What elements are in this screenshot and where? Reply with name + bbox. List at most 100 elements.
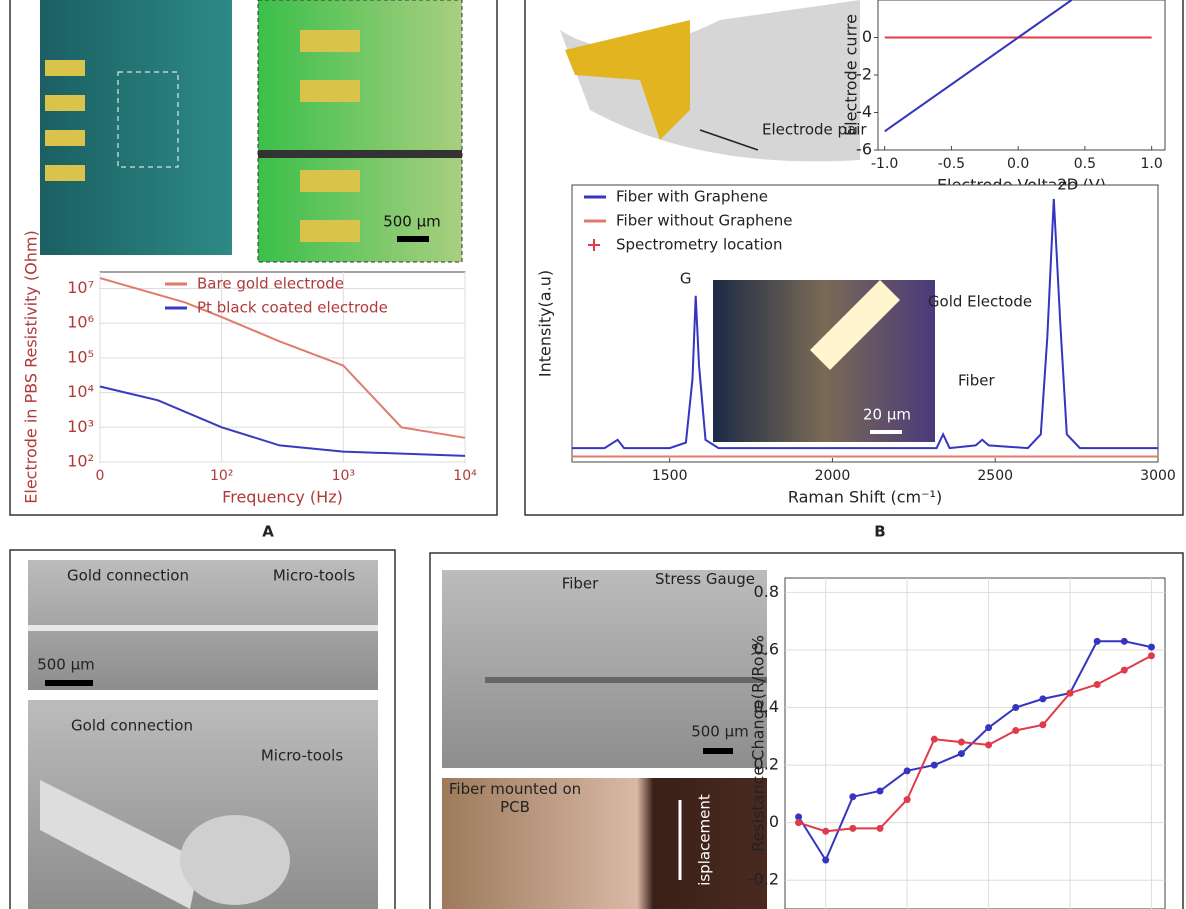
point (1120, 666, 1128, 674)
scale-label: 500 µm (37, 656, 95, 674)
chart: -0.2 0 0.2 0.4 0.6 0.8 Resistance Change(R/Ro)… (748, 577, 1166, 909)
scale-label: 20 µm (863, 406, 911, 424)
point (1093, 680, 1101, 688)
scale-label: 500 µm (383, 213, 441, 231)
fiber-drawing (40, 780, 200, 909)
x-axis-label: Raman Shift (cm⁻¹) (788, 488, 942, 507)
y-tick-label: 0.4 (754, 697, 779, 716)
y-axis-label: Resistance Change(R/Ro)% (749, 635, 768, 852)
y-tick-label: 10⁴ (67, 382, 94, 401)
point (1147, 643, 1155, 651)
y-tick-label: 0.8 (754, 582, 779, 601)
photo (442, 778, 767, 909)
photo (40, 0, 232, 255)
photo (442, 570, 767, 768)
photo-label: Gold connection (71, 717, 193, 735)
y-tick-label: 10⁶ (67, 313, 94, 332)
inset-electrode (810, 280, 900, 370)
panel-frame (9, 0, 498, 516)
x-tick-label: -0.5 (938, 156, 965, 172)
legend-marker (588, 239, 600, 251)
frames (9, 0, 1184, 909)
y-axis-label: Electrode curre (842, 14, 861, 136)
y-tick-label: -4 (856, 102, 872, 121)
point (849, 793, 857, 801)
photo-label: Micro-tools (261, 747, 343, 765)
point (1039, 695, 1047, 703)
annotation: G (680, 270, 692, 288)
panel-label: B (874, 523, 885, 541)
y-tick-label: 10² (67, 452, 94, 471)
point (957, 738, 965, 746)
series-line (798, 654, 1152, 833)
point (876, 824, 884, 832)
pointer (699, 129, 759, 151)
x-tick-label: 3000 (1140, 468, 1176, 484)
point (1012, 704, 1020, 712)
plot-area (99, 271, 466, 463)
y-axis-label: Intensity(a.u) (536, 270, 555, 377)
y-tick-label: -2 (856, 65, 872, 84)
zoom-box (117, 71, 179, 168)
fiber (485, 677, 767, 683)
fiber (258, 150, 462, 158)
point (1120, 637, 1128, 645)
y-tick-label: 10³ (67, 417, 94, 436)
point (930, 735, 938, 743)
electrode-pads (45, 30, 360, 242)
point (1066, 689, 1074, 697)
x-tick-label: 1500 (652, 468, 688, 484)
x-tick-label: 0 (96, 468, 105, 484)
y-tick-label: -6 (856, 140, 872, 159)
point (822, 827, 830, 835)
point (876, 787, 884, 795)
point (795, 819, 803, 827)
x-tick-label: 10⁴ (453, 468, 477, 484)
photo-label: Micro-tools (273, 567, 355, 585)
annotation: 2D (1057, 176, 1078, 194)
fiber-drawing (560, 0, 860, 162)
photo-label-box: Stress Gauge (655, 570, 755, 588)
y-tick-label: 0.6 (754, 639, 779, 658)
scale-bar (45, 680, 93, 686)
fiber (28, 625, 378, 631)
point (795, 813, 803, 821)
photo-label: isplacement (696, 794, 714, 886)
photo-label: Fiber mounted on PCB (448, 780, 582, 816)
photos: 500 µm Electrode pair Gold connection Mi… (28, 0, 867, 909)
x-tick-label: -1.0 (871, 156, 898, 172)
point (1093, 637, 1101, 645)
point (903, 796, 911, 804)
point (903, 767, 911, 775)
legend-label: Fiber without Graphene (616, 212, 793, 230)
scale-bar (870, 430, 902, 434)
point (985, 724, 993, 732)
x-tick-label: 10² (210, 468, 233, 484)
series-line (884, 0, 1073, 133)
photo-label: Gold Electode (928, 293, 1032, 311)
x-tick-label: 2500 (977, 468, 1013, 484)
photo-label: Fiber (562, 575, 599, 593)
photo-label: Gold connection (67, 567, 189, 585)
series-line (797, 640, 1152, 863)
y-axis-label: Electrode in PBS Resistivity (Ohm) (22, 230, 41, 503)
panel-frame (429, 552, 1184, 909)
x-tick-label: 0.5 (1074, 156, 1096, 172)
photo-label: Electrode pair (762, 121, 867, 139)
legend-label: Spectrometry location (616, 236, 782, 254)
legend-label: Fiber with Graphene (616, 188, 768, 206)
series-line (99, 277, 466, 439)
point (930, 761, 938, 769)
x-tick-label: 1.0 (1141, 156, 1163, 172)
point (822, 856, 830, 864)
plot-area (877, 0, 1166, 151)
y-tick-label: 0 (769, 812, 779, 831)
x-tick-label: 2000 (815, 468, 851, 484)
y-tick-label: 10⁵ (67, 347, 94, 366)
scale-bar (703, 748, 733, 754)
legend-label: Bare gold electrode (197, 275, 344, 293)
scale-label: 500 µm (691, 723, 749, 741)
